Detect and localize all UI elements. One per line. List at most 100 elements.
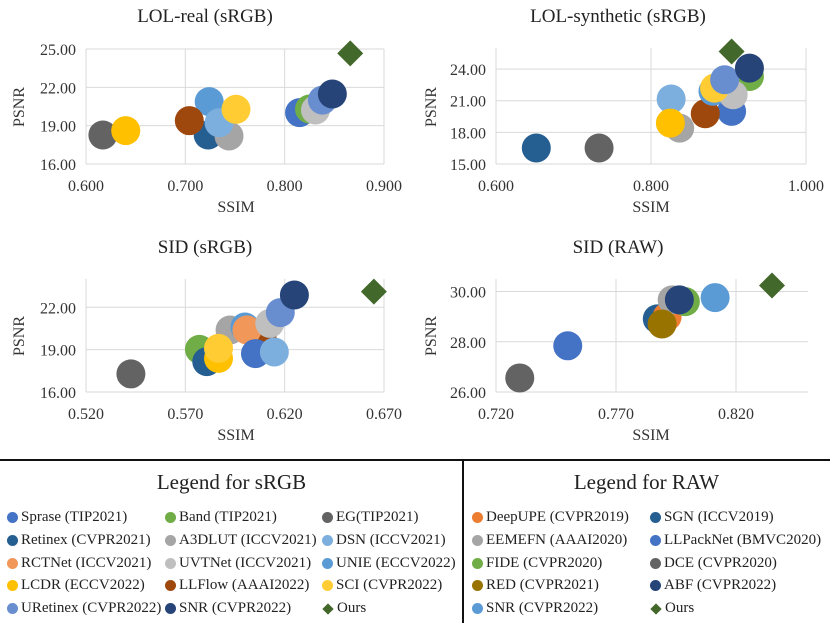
point-rctnet bbox=[232, 315, 262, 345]
legend-item: Ours bbox=[322, 600, 366, 617]
chart-1: 0.600 0.800 1.000 15.00 18.00 21.00 24.00 LOL-s… bbox=[423, 6, 824, 216]
circle-marker-icon bbox=[322, 534, 333, 546]
circle-marker-icon bbox=[472, 512, 483, 523]
point-egtip2021 bbox=[116, 359, 146, 389]
point-ours-diamond bbox=[718, 38, 745, 65]
y-tick-label: 30.00 bbox=[450, 285, 486, 302]
legend-srgb: Legend for sRGB Sprase (TIP2021) Band (TI… bbox=[0, 460, 463, 623]
circle-marker-icon bbox=[472, 580, 483, 592]
legend-item: SGN (ICCV2019) bbox=[650, 509, 774, 526]
circle-marker-icon bbox=[322, 512, 333, 523]
x-tick-label: 0.600 bbox=[68, 178, 104, 195]
legend-label: UNIE (ECCV2022) bbox=[336, 554, 456, 571]
point-llflow bbox=[174, 106, 204, 136]
circle-marker-icon bbox=[165, 512, 176, 523]
point-llpacknet bbox=[553, 331, 583, 361]
circle-marker-icon bbox=[165, 603, 176, 615]
legend-label: FIDE (CVPR2020) bbox=[486, 554, 603, 571]
point-snr bbox=[317, 79, 347, 109]
point-dce bbox=[505, 363, 535, 393]
legend-item: RED (CVPR2021) bbox=[472, 577, 599, 594]
point-ours-diamond bbox=[337, 40, 364, 67]
legend-label: SNR (CVPR2022) bbox=[486, 600, 599, 617]
legend-label: A3DLUT (ICCV2021) bbox=[179, 531, 317, 548]
legend-label: RED (CVPR2021) bbox=[486, 577, 599, 594]
point-retinex bbox=[521, 133, 551, 163]
point-snr bbox=[279, 280, 309, 310]
x-tick-label: 0.670 bbox=[366, 406, 402, 423]
legend-label: Retinex (CVPR2021) bbox=[21, 531, 151, 548]
x-tick-label: 0.720 bbox=[478, 406, 514, 423]
x-tick-label: 0.520 bbox=[68, 406, 104, 423]
point-snr bbox=[734, 53, 764, 83]
legend-label: LLPackNet (BMVC2020) bbox=[664, 531, 822, 548]
y-tick-label: 24.00 bbox=[450, 62, 486, 79]
legend-label: SCI (CVPR2022) bbox=[336, 577, 443, 594]
circle-marker-icon bbox=[7, 580, 18, 592]
legend-raw-title: Legend for RAW bbox=[573, 470, 720, 494]
y-axis-label: PSNR bbox=[11, 316, 28, 356]
circle-marker-icon bbox=[650, 534, 661, 546]
point-llflow bbox=[690, 99, 720, 129]
y-tick-label: 26.00 bbox=[450, 385, 486, 402]
x-axis-label: SSIM bbox=[632, 199, 669, 216]
circle-marker-icon bbox=[7, 512, 18, 523]
point-ours-diamond bbox=[360, 278, 387, 305]
chart-2: 0.520 0.570 0.620 0.670 16.00 19.00 22.00 SID (… bbox=[11, 237, 402, 444]
legend-item: SNR (CVPR2022) bbox=[165, 600, 291, 617]
legend-label: LCDR (ECCV2022) bbox=[21, 577, 145, 594]
chart-3: 0.720 0.770 0.820 26.00 28.00 30.00 SID (RAW) S… bbox=[423, 237, 808, 444]
legend-label: DeepUPE (CVPR2019) bbox=[486, 509, 629, 525]
point-sci bbox=[204, 333, 234, 363]
point-sci bbox=[221, 94, 251, 124]
x-tick-label: 0.600 bbox=[478, 178, 514, 195]
diamond-marker-icon bbox=[650, 603, 662, 615]
legend-item: ABF (CVPR2022) bbox=[650, 577, 776, 594]
y-tick-label: 16.00 bbox=[40, 385, 76, 402]
chart-title: SID (RAW) bbox=[573, 237, 664, 258]
circle-marker-icon bbox=[322, 557, 333, 569]
diamond-marker-icon bbox=[322, 603, 334, 615]
x-tick-label: 1.000 bbox=[788, 178, 824, 195]
point-egtip2021 bbox=[584, 133, 614, 163]
y-tick-label: 25.00 bbox=[40, 42, 76, 59]
legend-item: SNR (CVPR2022) bbox=[472, 600, 598, 617]
legend-label: Sprase (TIP2021) bbox=[21, 509, 128, 525]
x-tick-label: 0.570 bbox=[167, 406, 203, 423]
circle-marker-icon bbox=[650, 512, 661, 523]
circle-marker-icon bbox=[472, 534, 483, 546]
x-tick-label: 0.900 bbox=[366, 178, 402, 195]
point-lcdr bbox=[111, 116, 141, 146]
y-axis-label: PSNR bbox=[423, 316, 440, 356]
legend-label: DSN (ICCV2021) bbox=[336, 531, 446, 548]
x-tick-label: 0.800 bbox=[267, 178, 303, 195]
chart-0: 0.600 0.700 0.800 0.900 16.00 19.00 22.00 25.00… bbox=[11, 6, 402, 216]
legend-item: UNIE (ECCV2022) bbox=[322, 555, 456, 572]
legend-item: FIDE (CVPR2020) bbox=[472, 555, 602, 572]
x-axis-label: SSIM bbox=[217, 199, 254, 216]
legend-item: LCDR (ECCV2022) bbox=[7, 577, 145, 594]
circle-marker-icon bbox=[7, 557, 18, 569]
point-dsn bbox=[259, 337, 289, 367]
circle-marker-icon bbox=[7, 534, 18, 546]
chart-title: SID (sRGB) bbox=[158, 237, 252, 258]
legend-item: LLFlow (AAAI2022) bbox=[165, 577, 309, 594]
legend-item: EEMEFN (AAAI2020) bbox=[472, 532, 627, 549]
x-tick-label: 0.800 bbox=[633, 178, 669, 195]
legend-label: DCE (CVPR2020) bbox=[664, 554, 777, 571]
circle-marker-icon bbox=[7, 603, 18, 615]
point-dsn bbox=[656, 84, 686, 114]
legend-item: Band (TIP2021) bbox=[165, 509, 277, 526]
legend-label: SNR (CVPR2022) bbox=[179, 600, 292, 617]
legend-item: A3DLUT (ICCV2021) bbox=[165, 532, 317, 549]
y-tick-label: 16.00 bbox=[40, 157, 76, 174]
x-tick-label: 0.700 bbox=[167, 178, 203, 195]
y-tick-label: 19.00 bbox=[40, 119, 76, 136]
legend-label: LLFlow (AAAI2022) bbox=[179, 577, 310, 594]
y-tick-label: 22.00 bbox=[40, 300, 76, 317]
y-tick-label: 22.00 bbox=[40, 80, 76, 97]
legend-label: Ours bbox=[665, 600, 695, 617]
chart-title: LOL-real (sRGB) bbox=[137, 6, 273, 27]
point-red bbox=[647, 309, 677, 339]
